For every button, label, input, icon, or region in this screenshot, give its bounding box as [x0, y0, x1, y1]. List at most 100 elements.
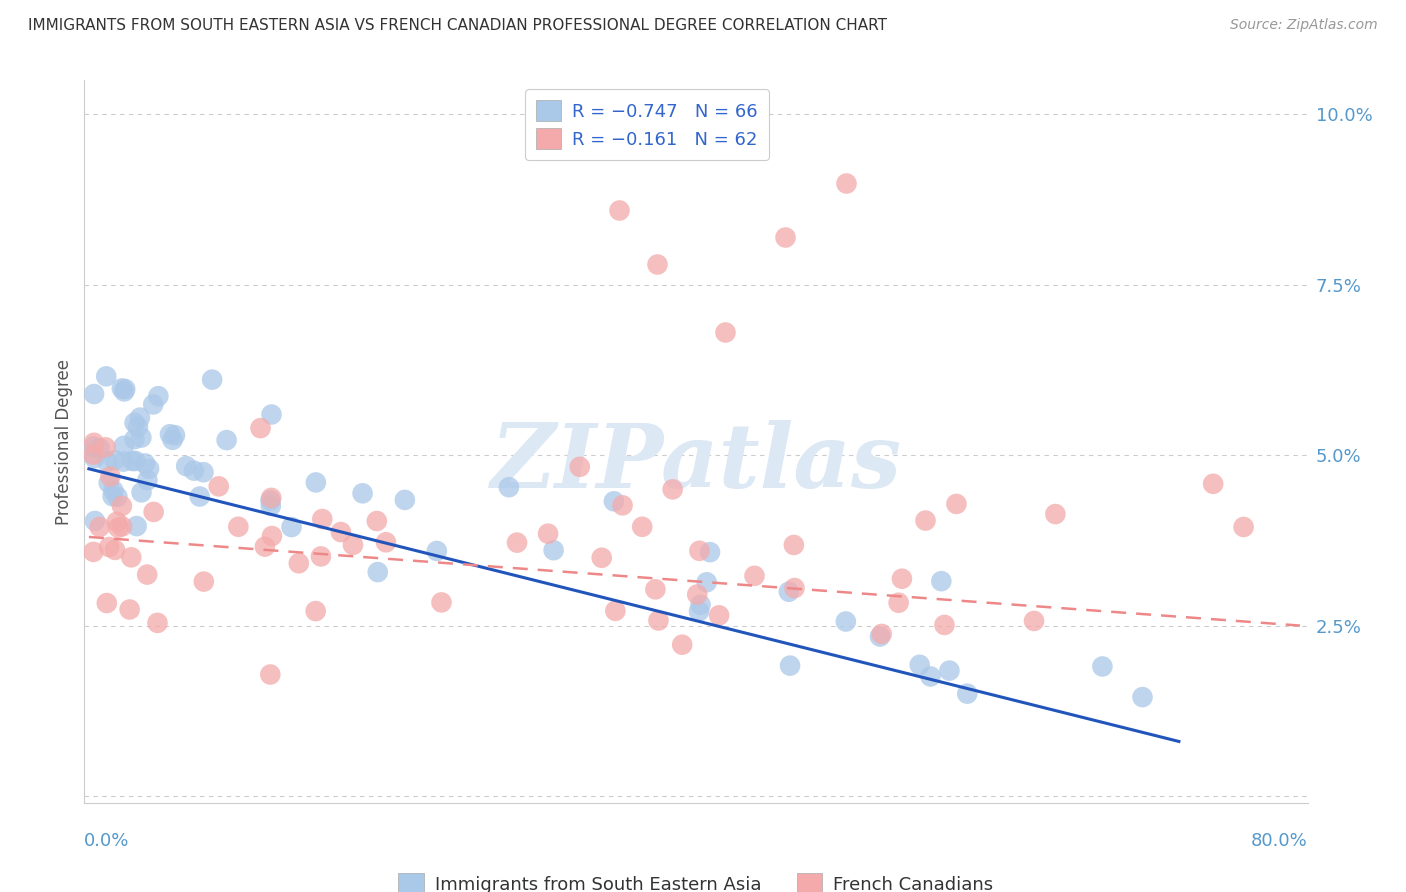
Point: [193, 574, 215, 589]
Point: [96, 596, 118, 610]
Point: [94, 440, 117, 454]
Point: [114, 382, 136, 396]
Point: [82, 448, 104, 462]
Text: ZIPatlas: ZIPatlas: [491, 420, 901, 507]
Point: [498, 480, 520, 494]
Point: [121, 454, 143, 468]
Point: [537, 526, 560, 541]
Point: [163, 428, 186, 442]
Point: [125, 519, 148, 533]
Point: [568, 459, 591, 474]
Point: [136, 473, 159, 487]
Point: [671, 638, 693, 652]
Point: [253, 540, 276, 554]
Point: [956, 687, 979, 701]
Point: [686, 587, 709, 601]
Point: [193, 465, 215, 479]
Point: [124, 432, 146, 446]
Legend: Immigrants from South Eastern Asia, French Canadians: Immigrants from South Eastern Asia, Fren…: [388, 863, 1004, 892]
Point: [96, 455, 118, 469]
Point: [124, 416, 146, 430]
Point: [89, 520, 111, 534]
Point: [82, 440, 104, 454]
Point: [129, 410, 152, 425]
Point: [688, 543, 710, 558]
Point: [699, 545, 721, 559]
Point: [352, 486, 374, 500]
Point: [309, 549, 332, 564]
Point: [136, 567, 159, 582]
Point: [118, 602, 141, 616]
Point: [688, 604, 710, 618]
Point: [104, 543, 127, 558]
Point: [100, 469, 122, 483]
Point: [543, 543, 565, 558]
Point: [645, 257, 668, 271]
Point: [644, 582, 666, 597]
Point: [1022, 614, 1045, 628]
Point: [131, 485, 153, 500]
Point: [366, 514, 388, 528]
Point: [689, 598, 711, 612]
Point: [1132, 690, 1154, 705]
Point: [605, 604, 627, 618]
Point: [111, 499, 134, 513]
Point: [162, 433, 184, 447]
Point: [260, 491, 283, 505]
Point: [83, 450, 105, 465]
Point: [591, 550, 613, 565]
Point: [97, 475, 120, 490]
Point: [1202, 476, 1225, 491]
Point: [83, 435, 105, 450]
Point: [647, 614, 669, 628]
Point: [146, 615, 169, 630]
Point: [835, 615, 858, 629]
Point: [249, 421, 271, 435]
Point: [174, 459, 197, 474]
Point: [367, 565, 389, 579]
Point: [305, 604, 328, 618]
Point: [89, 442, 111, 456]
Point: [607, 202, 630, 217]
Point: [920, 669, 942, 683]
Point: [159, 427, 181, 442]
Point: [394, 492, 416, 507]
Point: [260, 499, 283, 513]
Point: [260, 529, 283, 543]
Point: [779, 658, 801, 673]
Point: [661, 483, 683, 497]
Point: [259, 407, 281, 421]
Point: [778, 584, 800, 599]
Point: [107, 521, 129, 535]
Point: [280, 520, 302, 534]
Point: [120, 550, 142, 565]
Point: [612, 499, 634, 513]
Point: [908, 657, 931, 672]
Point: [631, 520, 654, 534]
Text: IMMIGRANTS FROM SOUTH EASTERN ASIA VS FRENCH CANADIAN PROFESSIONAL DEGREE CORREL: IMMIGRANTS FROM SOUTH EASTERN ASIA VS FR…: [28, 18, 887, 33]
Point: [934, 618, 956, 632]
Point: [375, 535, 398, 549]
Point: [603, 494, 626, 508]
Point: [111, 519, 134, 533]
Point: [183, 464, 205, 478]
Point: [228, 520, 250, 534]
Point: [914, 514, 936, 528]
Point: [869, 630, 891, 644]
Point: [84, 514, 107, 528]
Point: [945, 497, 967, 511]
Point: [148, 389, 170, 403]
Point: [870, 627, 893, 641]
Point: [201, 373, 224, 387]
Point: [215, 433, 238, 447]
Point: [713, 326, 735, 340]
Point: [426, 544, 449, 558]
Point: [124, 454, 146, 468]
Point: [142, 397, 165, 411]
Point: [744, 569, 766, 583]
Point: [259, 667, 281, 681]
Text: 80.0%: 80.0%: [1251, 831, 1308, 850]
Point: [103, 483, 125, 498]
Point: [707, 608, 730, 623]
Point: [1232, 520, 1254, 534]
